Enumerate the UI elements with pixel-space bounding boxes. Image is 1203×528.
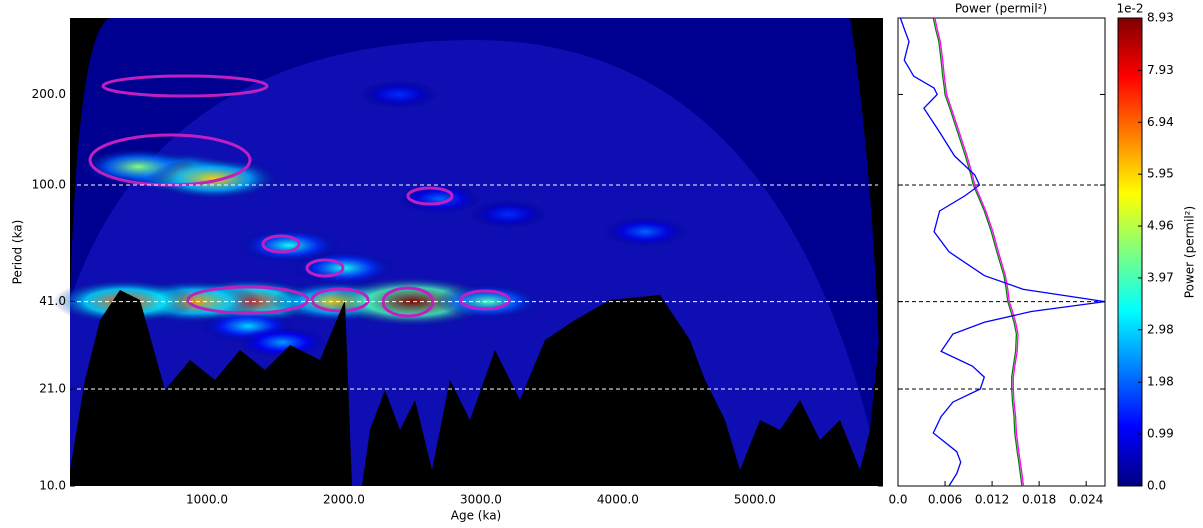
x-tick-label: 5000.0 [734, 493, 776, 507]
y-tick-label: 41.0 [39, 294, 66, 308]
colorbar-tick-label: 5.95 [1147, 167, 1174, 181]
colorbar-tick-label: 4.96 [1147, 219, 1174, 233]
peak [469, 199, 548, 229]
spectrum-line [899, 17, 1106, 487]
spectrum-frame [897, 17, 1106, 487]
colorbar-tick-label: 8.93 [1147, 11, 1174, 25]
masked-region [70, 290, 883, 486]
x-tick-label: 0.006 [928, 493, 962, 507]
x-tick-label: 1000.0 [186, 493, 228, 507]
y-tick-label: 200.0 [32, 87, 66, 101]
peak [433, 283, 542, 320]
y-axis-label: Period (ka) [11, 220, 25, 285]
peak [397, 183, 482, 214]
spectrum-line [934, 17, 1025, 487]
y-tick-label: 100.0 [32, 178, 66, 192]
colorbar-label: Power (permil²) [1183, 206, 1197, 298]
colorbar-tick-label: 7.93 [1147, 63, 1174, 77]
peak [359, 80, 438, 109]
x-tick-label: 0.0 [888, 493, 907, 507]
x-tick-label: 4000.0 [597, 493, 639, 507]
colorbar-tick-label: 1.98 [1147, 375, 1174, 389]
peak [237, 326, 328, 359]
x-axis-label: Age (ka) [451, 509, 501, 523]
spectrum-line [932, 17, 1023, 487]
x-tick-label: 0.018 [1022, 493, 1056, 507]
x-tick-label: 0.012 [975, 493, 1009, 507]
colorbar [1117, 17, 1143, 487]
peak [147, 157, 280, 200]
overlay [70, 74, 883, 486]
colorbar-tick-label: 6.94 [1147, 115, 1174, 129]
x-tick-label: 3000.0 [460, 493, 502, 507]
colorbar-tick-label: 3.97 [1147, 270, 1174, 284]
x-tick-label: 2000.0 [323, 493, 365, 507]
colorbar-offset: 1e-2 [1117, 2, 1144, 16]
y-tick-label: 10.0 [39, 479, 66, 493]
y-tick-label: 21.0 [39, 382, 66, 396]
spectrum-title: Power (permil²) [955, 2, 1047, 16]
colorbar-tick-label: 2.98 [1147, 322, 1174, 336]
peak [603, 216, 688, 247]
colorbar-tick-label: 0.0 [1147, 479, 1166, 493]
colorbar-tick-label: 0.99 [1147, 427, 1174, 441]
x-tick-label: 0.024 [1069, 493, 1103, 507]
